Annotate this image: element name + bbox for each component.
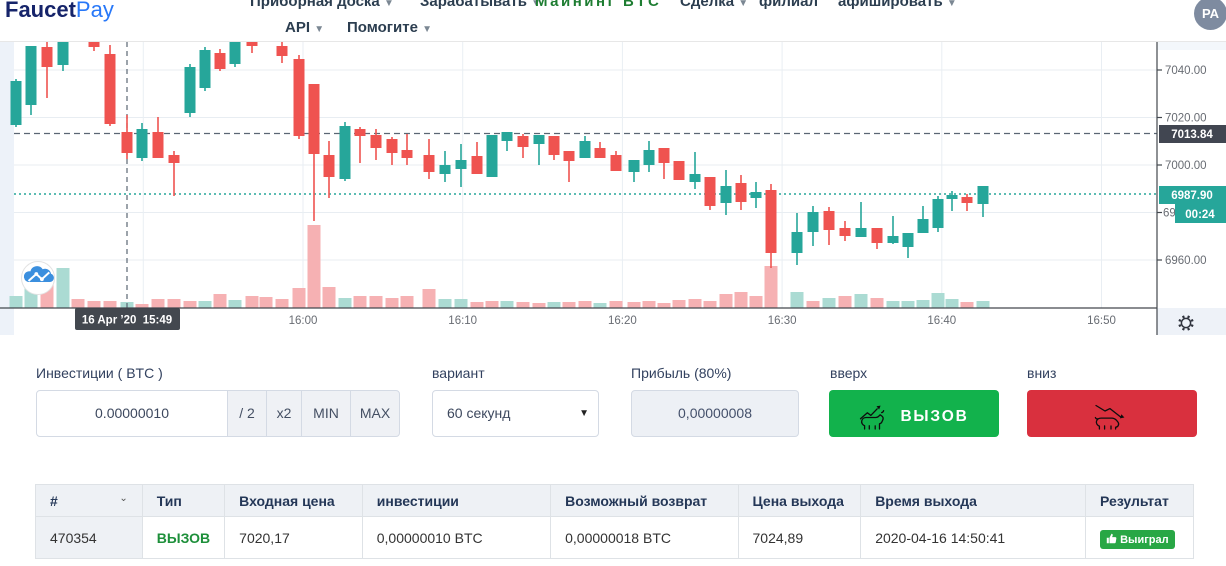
svg-text:16 Apr ’20 15:49: 16 Apr ’20 15:49: [82, 315, 172, 327]
svg-text:16:50: 16:50: [1087, 315, 1116, 327]
svg-text:00:24: 00:24: [1185, 209, 1215, 221]
svg-text:7020.00: 7020.00: [1165, 113, 1207, 125]
svg-text:16:40: 16:40: [927, 315, 956, 327]
svg-text:6960.00: 6960.00: [1165, 255, 1207, 267]
svg-text:16:10: 16:10: [448, 315, 477, 327]
svg-text:16:00: 16:00: [289, 315, 318, 327]
svg-text:16:30: 16:30: [768, 315, 797, 327]
svg-text:16:20: 16:20: [608, 315, 637, 327]
svg-text:6987.90: 6987.90: [1171, 190, 1213, 202]
svg-text:7013.84: 7013.84: [1171, 129, 1213, 141]
svg-text:7040.00: 7040.00: [1165, 65, 1207, 77]
svg-text:7000.00: 7000.00: [1165, 160, 1207, 172]
